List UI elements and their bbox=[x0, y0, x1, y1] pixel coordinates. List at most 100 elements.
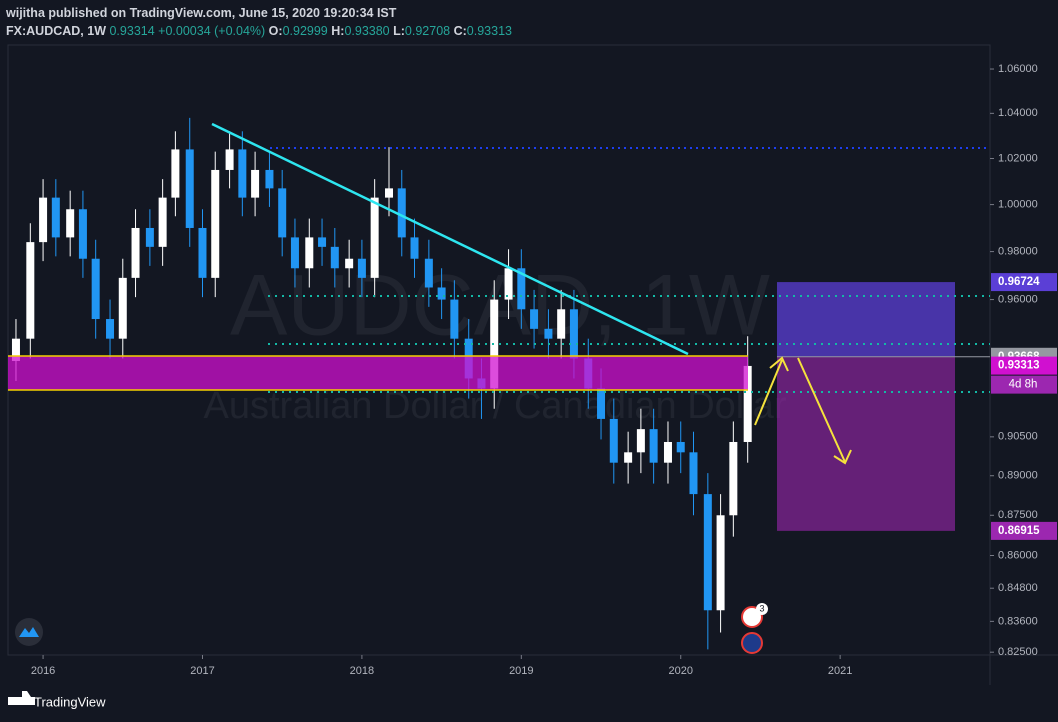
arrow bbox=[754, 359, 783, 426]
arrow-head bbox=[769, 356, 789, 372]
price-tag bbox=[991, 356, 1057, 375]
countdown-tag bbox=[991, 375, 1057, 394]
x-tick-label: 2018 bbox=[350, 665, 374, 677]
candle-body bbox=[198, 227, 207, 278]
candle-body bbox=[330, 246, 339, 269]
x-tick-label: 2017 bbox=[190, 665, 214, 677]
trend-line bbox=[211, 122, 689, 356]
candle-body bbox=[689, 452, 698, 495]
x-tick-label: 2020 bbox=[668, 665, 692, 677]
c-label: C: bbox=[453, 24, 467, 38]
brand: TradingView bbox=[34, 694, 106, 709]
y-tick-label: 0.82500 bbox=[998, 646, 1038, 658]
candle-body bbox=[649, 429, 658, 463]
price-tag-label: 0.96724 bbox=[998, 276, 1040, 288]
y-tick-label: 1.00000 bbox=[998, 198, 1038, 210]
candle-body bbox=[370, 197, 379, 278]
candle-body bbox=[106, 319, 115, 339]
y-tick-label: 1.06000 bbox=[998, 63, 1038, 75]
candle-body bbox=[66, 209, 75, 238]
x-tick-label: 2019 bbox=[509, 665, 533, 677]
candle-body bbox=[490, 299, 499, 389]
candle-body bbox=[597, 388, 606, 419]
y-tick-label: 0.84800 bbox=[998, 582, 1038, 594]
candle-body bbox=[716, 515, 725, 611]
candle-body bbox=[504, 268, 513, 300]
drawings: 3 bbox=[8, 122, 990, 654]
candle-body bbox=[91, 258, 100, 320]
candle-body bbox=[118, 277, 127, 339]
candle-body bbox=[290, 237, 299, 269]
candle-body bbox=[385, 188, 394, 198]
candle-body bbox=[11, 338, 20, 361]
candle-body bbox=[569, 309, 578, 359]
logo-button[interactable] bbox=[15, 618, 43, 646]
y-tick-label: 0.89000 bbox=[998, 470, 1038, 482]
candle-body bbox=[131, 227, 140, 278]
low-value: 0.92708 bbox=[404, 24, 451, 38]
candle-body bbox=[636, 429, 645, 453]
candle-body bbox=[624, 452, 633, 463]
y-tick-label: 1.04000 bbox=[998, 107, 1038, 119]
candle-body bbox=[318, 237, 327, 247]
candle-body bbox=[544, 328, 553, 339]
candle-body bbox=[437, 287, 446, 300]
candle-body bbox=[743, 365, 752, 442]
position-zone bbox=[777, 356, 955, 531]
brand-icon bbox=[8, 691, 35, 705]
candle-body bbox=[424, 258, 433, 288]
change: +0.00034 (+0.04%) bbox=[158, 24, 266, 38]
candle-body bbox=[145, 227, 154, 247]
l-label: L: bbox=[393, 24, 405, 38]
candle-body bbox=[703, 494, 712, 611]
candle-body bbox=[557, 309, 566, 339]
candle-body bbox=[158, 197, 167, 247]
x-tick-label: 2016 bbox=[31, 665, 55, 677]
price-tag bbox=[991, 273, 1057, 292]
candle-body bbox=[530, 309, 539, 329]
countdown: 4d 8h bbox=[1009, 379, 1038, 391]
header: wijitha published on TradingView.com, Ju… bbox=[6, 4, 512, 40]
arrow bbox=[797, 357, 846, 463]
symbol: FX:AUDCAD, 1W bbox=[6, 24, 106, 38]
candle-body bbox=[251, 169, 260, 198]
candle-body bbox=[278, 188, 287, 238]
logo-icon bbox=[19, 627, 39, 637]
y-tick-label: 0.98000 bbox=[998, 246, 1038, 258]
watermark-symbol: AUDCAD, 1W bbox=[230, 258, 770, 354]
publisher: wijitha published on TradingView.com, Ju… bbox=[6, 6, 397, 20]
high-value: 0.93380 bbox=[344, 24, 390, 38]
zone bbox=[8, 356, 748, 390]
candle-body bbox=[265, 169, 274, 189]
close-value: 0.93313 bbox=[466, 24, 512, 38]
h-label: H: bbox=[331, 24, 345, 38]
candle-body bbox=[238, 149, 247, 198]
candle-body bbox=[357, 258, 366, 278]
y-tick-label: 0.96000 bbox=[998, 293, 1038, 305]
y-tick-label: 0.86000 bbox=[998, 549, 1038, 561]
candle-body bbox=[410, 237, 419, 259]
x-tick-label: 2021 bbox=[828, 665, 852, 677]
candle-body bbox=[729, 441, 738, 516]
candle-body bbox=[663, 441, 672, 463]
open-value: 0.92999 bbox=[282, 24, 328, 38]
candle-body bbox=[609, 418, 618, 463]
candle-body bbox=[185, 149, 194, 228]
arrow-head bbox=[833, 449, 852, 465]
price-tag bbox=[991, 521, 1057, 540]
candle-body bbox=[450, 299, 459, 339]
position-zone bbox=[777, 282, 955, 357]
badge bbox=[756, 603, 768, 615]
candle-body bbox=[211, 169, 220, 278]
candle-body bbox=[26, 242, 35, 339]
event-icon[interactable] bbox=[741, 632, 763, 654]
watermark-description: Australian Dollar / Canadian Dollar bbox=[204, 385, 787, 427]
candle-body bbox=[397, 188, 406, 238]
candle-body bbox=[39, 197, 48, 243]
candle-body bbox=[171, 149, 180, 198]
y-tick-label: 0.90500 bbox=[998, 431, 1038, 443]
badge-count: 3 bbox=[759, 603, 764, 613]
y-tick-label: 0.87500 bbox=[998, 509, 1038, 521]
